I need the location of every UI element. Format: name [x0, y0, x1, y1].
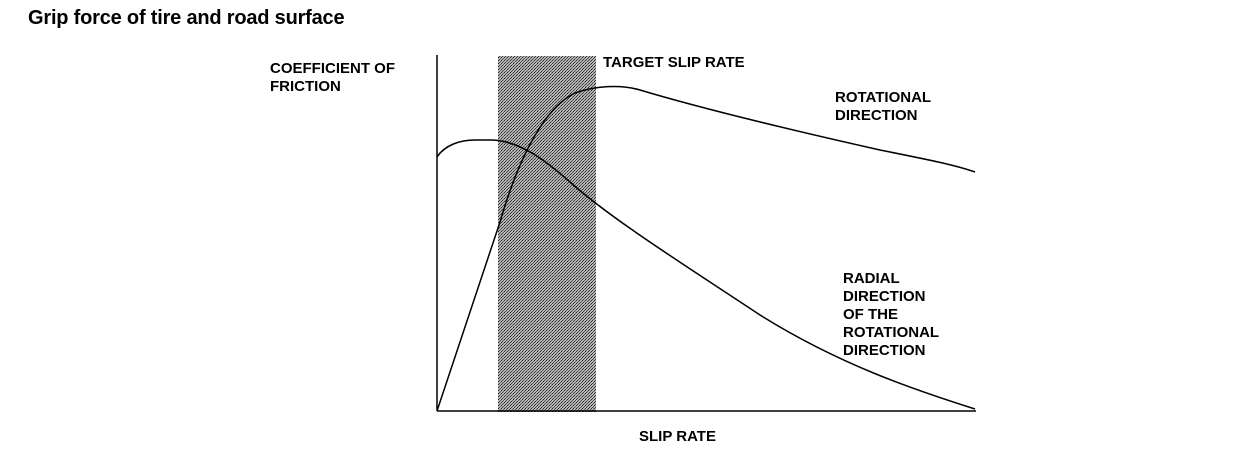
y-axis-label-line: FRICTION	[270, 78, 341, 95]
radial-label-line: RADIAL	[843, 270, 899, 287]
radial-direction-curve	[436, 139, 976, 410]
rotational-direction-curve	[436, 85, 976, 412]
rotational-label-line: DIRECTION	[835, 107, 918, 124]
radial-direction-label: RADIAL DIRECTION OF THE ROTATIONAL DIREC…	[843, 270, 943, 359]
y-axis-label-line: COEFFICIENT OF	[270, 60, 395, 77]
page-title: Grip force of tire and road surface	[28, 7, 345, 29]
radial-label-line: ROTATIONAL	[843, 324, 939, 341]
radial-label-line: DIRECTION	[843, 342, 926, 359]
target-slip-band	[498, 56, 596, 412]
x-axis-label: SLIP RATE	[639, 428, 716, 445]
target-slip-rate-label: TARGET SLIP RATE	[603, 54, 745, 71]
radial-label-line: DIRECTION	[843, 288, 926, 305]
radial-label-line: OF THE	[843, 306, 898, 323]
y-axis-label: COEFFICIENT OF FRICTION	[270, 60, 399, 95]
rotational-label-line: ROTATIONAL	[835, 89, 931, 106]
rotational-direction-label: ROTATIONAL DIRECTION	[835, 89, 935, 124]
